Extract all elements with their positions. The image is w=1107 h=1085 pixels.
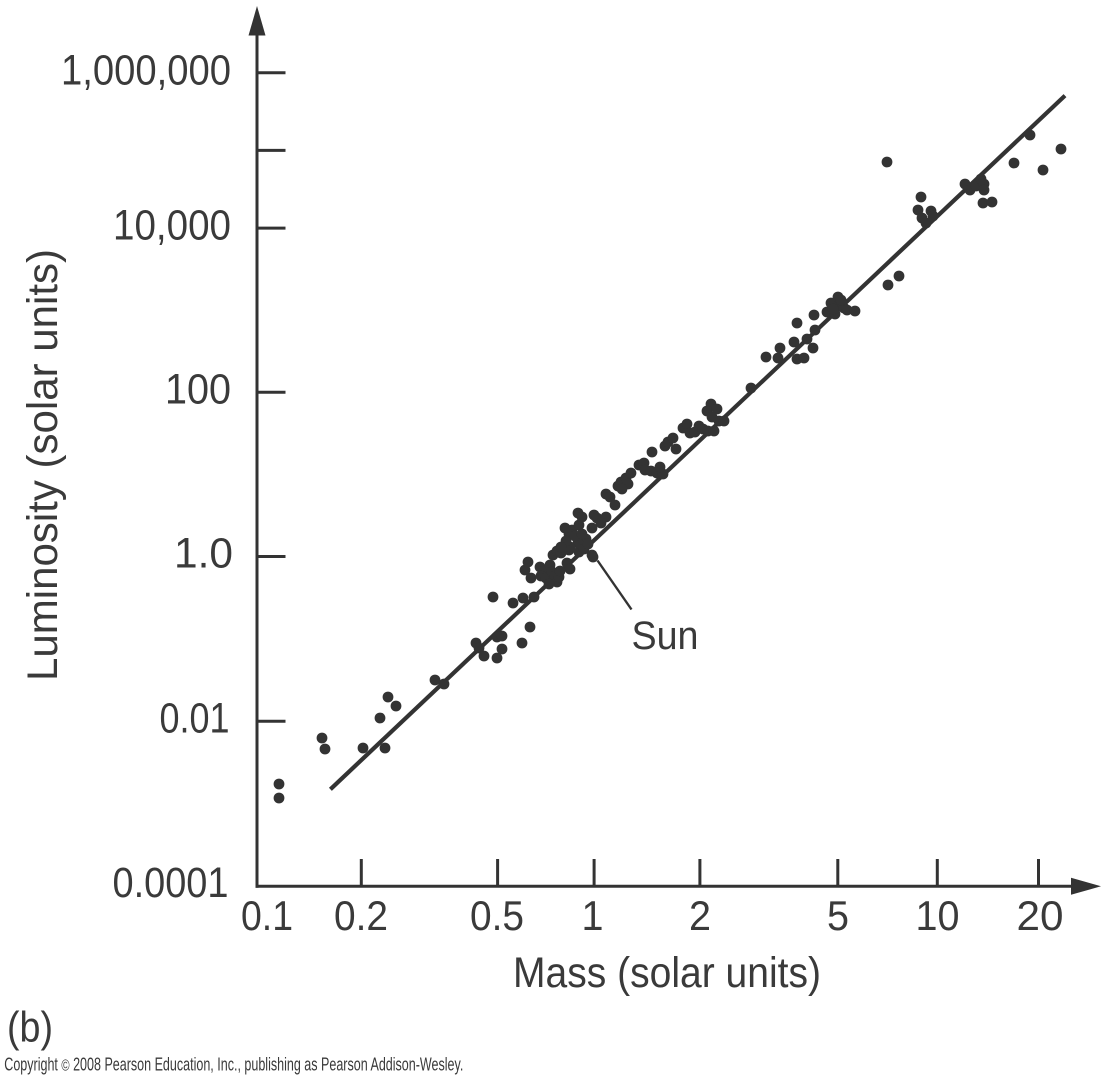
svg-text:Copyright © 2008 Pearson Educa: Copyright © 2008 Pearson Education, Inc.…	[4, 1054, 463, 1074]
svg-text:20: 20	[1017, 892, 1064, 939]
svg-text:0.5: 0.5	[470, 892, 524, 939]
svg-text:(b): (b)	[7, 1005, 53, 1052]
svg-text:0.01: 0.01	[160, 695, 230, 743]
svg-text:1,000,000: 1,000,000	[61, 47, 231, 95]
svg-text:0.0001: 0.0001	[113, 859, 229, 907]
svg-text:10,000: 10,000	[113, 202, 231, 250]
svg-text:1.0: 1.0	[174, 530, 233, 578]
svg-text:1: 1	[582, 892, 604, 939]
svg-text:Sun: Sun	[632, 614, 699, 658]
svg-text:5: 5	[827, 892, 849, 939]
svg-text:10: 10	[916, 892, 960, 939]
svg-text:0.1: 0.1	[241, 892, 293, 939]
svg-text:100: 100	[165, 366, 231, 414]
svg-text:Mass (solar units): Mass (solar units)	[513, 949, 821, 997]
svg-text:2: 2	[689, 892, 711, 939]
svg-text:Luminosity (solar units): Luminosity (solar units)	[19, 249, 67, 681]
svg-text:0.2: 0.2	[334, 892, 388, 939]
